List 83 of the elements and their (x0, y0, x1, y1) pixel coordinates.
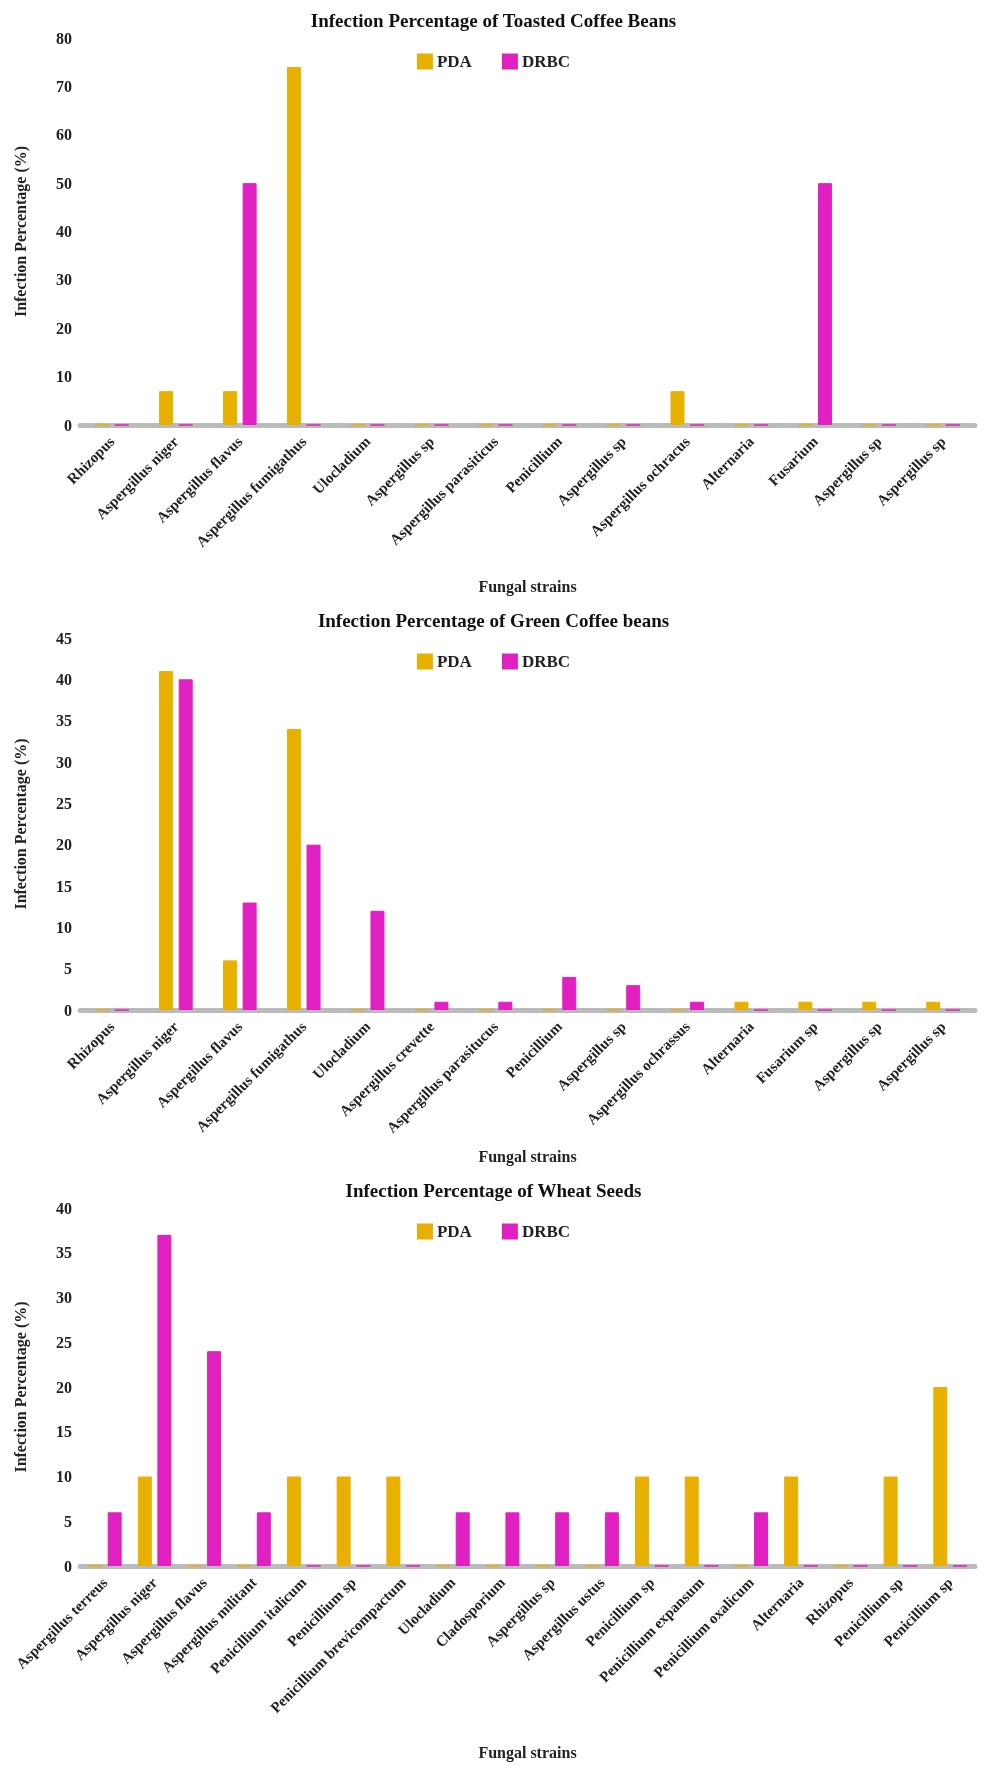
bar (178, 679, 193, 1010)
bar (157, 1234, 172, 1566)
bar (107, 1512, 122, 1566)
y-tick-label: 25 (56, 1333, 72, 1351)
bar (159, 391, 174, 425)
y-tick-label: 40 (56, 1199, 72, 1217)
y-tick-label: 20 (56, 1378, 72, 1396)
bar (862, 1001, 877, 1010)
chart-title: Infection Percentage of Green Coffee beans (317, 610, 670, 631)
bar (754, 1512, 769, 1566)
y-tick-label: 30 (56, 753, 72, 771)
bar (555, 1512, 570, 1566)
bar (734, 1001, 749, 1010)
legend-label: DRBC (521, 52, 571, 71)
y-tick-label: 0 (64, 1557, 72, 1575)
y-tick-label: 35 (56, 712, 72, 730)
y-tick-label: 40 (56, 670, 72, 688)
bar (386, 1476, 401, 1566)
bar (926, 1001, 941, 1010)
bar (505, 1512, 520, 1566)
bar (286, 1476, 301, 1566)
bar (159, 671, 174, 1010)
bar (223, 960, 238, 1010)
y-tick-label: 50 (56, 174, 72, 192)
y-tick-label: 20 (56, 836, 72, 854)
bar (137, 1476, 152, 1566)
y-tick-label: 15 (56, 877, 72, 895)
bar (242, 183, 257, 425)
legend-label: PDA (436, 1222, 473, 1241)
y-tick-label: 0 (64, 416, 72, 434)
bar (817, 183, 832, 425)
bar (242, 902, 257, 1010)
bar (498, 1001, 513, 1010)
legend-label: PDA (436, 52, 473, 71)
bar (306, 844, 321, 1010)
bar (286, 728, 301, 1010)
y-tick-label: 35 (56, 1244, 72, 1262)
bar (223, 391, 238, 425)
bar (370, 910, 385, 1010)
y-tick-label: 5 (64, 1512, 72, 1530)
bar (690, 1001, 705, 1010)
bar (604, 1512, 619, 1566)
bar (455, 1512, 470, 1566)
y-tick-label: 40 (56, 223, 72, 240)
legend-label: PDA (436, 652, 473, 671)
x-axis-title: Fungal strains (478, 1743, 577, 1762)
bar (798, 1001, 813, 1010)
bar (256, 1512, 271, 1566)
legend-label: DRBC (521, 1222, 571, 1241)
y-tick-label: 5 (64, 960, 72, 978)
bar (207, 1351, 222, 1566)
chart-title: Infection Percentage of Wheat Seeds (345, 1180, 642, 1201)
y-tick-label: 70 (56, 77, 72, 95)
y-tick-label: 15 (56, 1423, 72, 1441)
bar (684, 1476, 699, 1566)
bar (434, 1001, 449, 1010)
bar (562, 976, 577, 1010)
chart-title: Infection Percentage of Toasted Coffee Beans (310, 10, 677, 31)
bar (626, 985, 641, 1010)
y-tick-label: 80 (56, 29, 72, 47)
bar (286, 67, 301, 425)
x-axis-title: Fungal strains (478, 577, 577, 596)
y-tick-label: 30 (56, 271, 72, 289)
bar (784, 1476, 799, 1566)
y-tick-label: 0 (64, 1001, 72, 1019)
bar (670, 391, 685, 425)
y-axis-title: Infection Percentage (%) (11, 1301, 30, 1473)
x-axis-title: Fungal strains (478, 1147, 577, 1166)
y-tick-label: 10 (56, 368, 72, 386)
y-tick-label: 45 (56, 629, 72, 647)
bar (635, 1476, 650, 1566)
bar (336, 1476, 351, 1566)
bar (933, 1387, 948, 1566)
y-tick-label: 10 (56, 1468, 72, 1485)
y-tick-label: 20 (56, 319, 72, 337)
y-tick-label: 60 (56, 126, 72, 144)
y-tick-label: 25 (56, 794, 72, 812)
bar (883, 1476, 898, 1566)
legend-label: DRBC (521, 652, 571, 671)
y-axis-title: Infection Percentage (%) (11, 145, 30, 318)
y-axis-title: Infection Percentage (%) (11, 738, 30, 910)
y-tick-label: 30 (56, 1289, 72, 1306)
y-tick-label: 10 (56, 918, 72, 936)
